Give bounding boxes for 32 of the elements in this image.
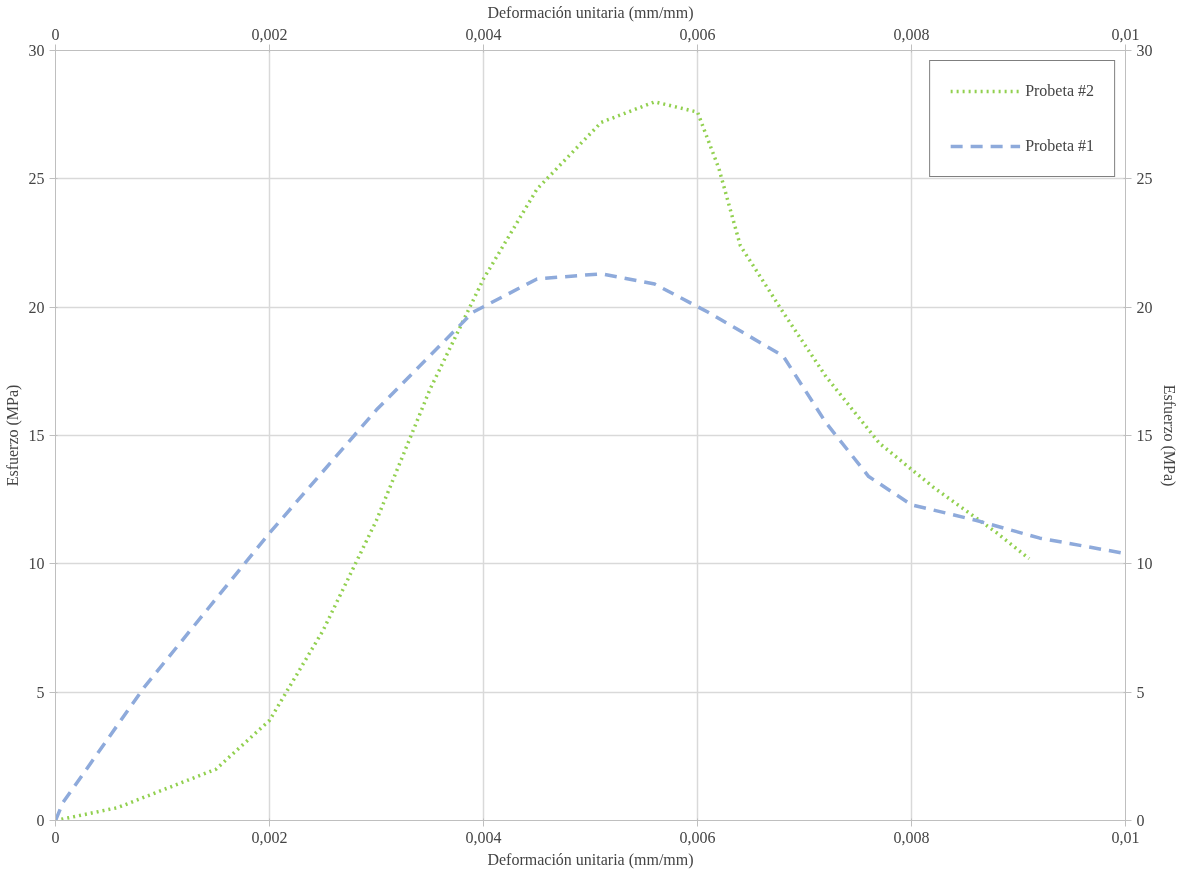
x-tick-label: 0,002 [251, 25, 288, 43]
x-tick-label: 0,004 [465, 25, 502, 43]
y-tick-label: 20 [28, 298, 45, 316]
y2-tick-label: 15 [1136, 427, 1153, 444]
y2-tick-label: 10 [1136, 555, 1153, 573]
y-tick-label: 5 [36, 683, 45, 701]
legend-label: Probeta #2 [1025, 82, 1094, 100]
y2-tick-label: 30 [1136, 42, 1153, 59]
x2-tick-label: 0,008 [893, 828, 930, 846]
x2-tick-label: 0,002 [251, 828, 288, 846]
x2-tick-label: 0,01 [1111, 828, 1140, 846]
x2-axis-title: Deformación unitaria (mm/mm) [487, 3, 694, 22]
y-tick-label: 0 [36, 812, 45, 829]
y2-tick-label: 25 [1136, 170, 1153, 188]
x-tick-label: 0,008 [893, 25, 930, 43]
y2-tick-label: 0 [1136, 812, 1145, 829]
y-tick-label: 10 [28, 555, 45, 573]
y-tick-label: 25 [28, 170, 45, 188]
y-tick-label: 30 [28, 42, 45, 59]
x2-tick-label: 0,006 [679, 828, 716, 846]
y-tick-label: 15 [28, 427, 45, 444]
y2-tick-label: 20 [1136, 298, 1153, 316]
x-axis-title: Deformación unitaria (mm/mm) [487, 850, 694, 869]
x-tick-label: 0,006 [679, 25, 716, 43]
y2-tick-label: 5 [1136, 683, 1145, 701]
x2-tick-label: 0,004 [465, 828, 502, 846]
x-tick-label: 0 [51, 25, 60, 43]
legend-label: Probeta #1 [1025, 137, 1094, 155]
y2-axis-title: Esfuerzo (MPa) [1159, 384, 1178, 487]
x2-tick-label: 0 [51, 828, 60, 846]
x-tick-label: 0,01 [1111, 25, 1140, 43]
y-axis-title: Esfuerzo (MPa) [3, 384, 22, 487]
